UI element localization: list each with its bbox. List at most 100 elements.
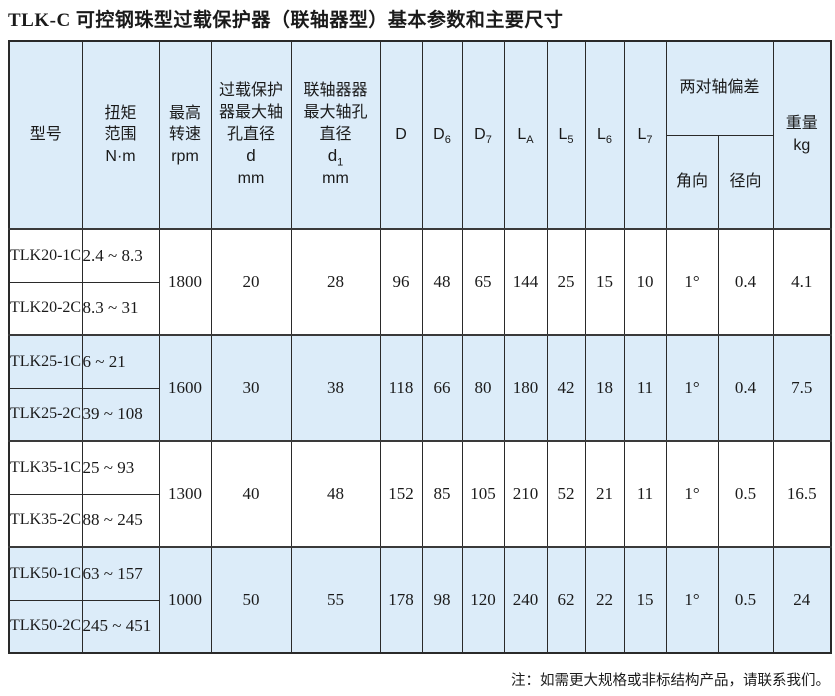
cell-D6: 98 [421, 546, 463, 654]
cell-D7: 105 [461, 440, 505, 548]
cell-model: TLK25-2C [8, 387, 83, 442]
cell-speed: 1600 [158, 334, 212, 442]
cell-d: 40 [210, 440, 292, 548]
col-header-torque: 扭矩 范围 N·m [81, 40, 160, 230]
cell-torque: 2.4 ~ 8.3 [81, 228, 160, 283]
col-header-speed: 最高 转速 rpm [158, 40, 212, 230]
col-header-L5: L5 [546, 40, 586, 230]
cell-torque: 39 ~ 108 [81, 387, 160, 442]
cell-angular: 1° [665, 546, 719, 654]
footer-note: 注：如需更大规格或非标结构产品，请联系我们。 [511, 673, 830, 689]
cell-torque: 63 ~ 157 [81, 546, 160, 601]
col-header-D6: D6 [421, 40, 463, 230]
cell-L6: 15 [584, 228, 625, 336]
cell-model: TLK35-2C [8, 493, 83, 548]
table-row: TLK35-1C 25 ~ 93 1300 40 48 152 85 105 2… [8, 440, 832, 548]
cell-L6: 18 [584, 334, 625, 442]
protector-bore-text: 过载保护 器最大轴 孔直径 [218, 82, 283, 143]
cell-D: 96 [379, 228, 423, 336]
cell-L6: 22 [584, 546, 625, 654]
cell-radial: 0.5 [717, 440, 774, 548]
cell-LA: 180 [503, 334, 548, 442]
cell-weight: 4.1 [772, 228, 832, 336]
spec-table: 型号 扭矩 范围 N·m 最高 转速 rpm 过载保护 器最大轴 孔直径 d m… [8, 40, 833, 654]
protector-bore-unit: mm [237, 170, 265, 188]
cell-L5: 52 [546, 440, 586, 548]
coupling-bore-unit: mm [322, 170, 349, 188]
cell-weight: 7.5 [772, 334, 832, 442]
cell-LA: 240 [503, 546, 548, 654]
cell-model: TLK50-2C [8, 599, 83, 654]
table-row: TLK50-1C 63 ~ 157 1000 50 55 178 98 120 … [8, 546, 832, 654]
table-row: TLK25-2C 39 ~ 108 [8, 387, 831, 442]
cell-torque: 245 ~ 451 [81, 599, 160, 654]
cell-L5: 42 [546, 334, 586, 442]
protector-bore-symbol: d [246, 146, 256, 166]
cell-model: TLK35-1C [8, 440, 83, 495]
cell-model: TLK20-2C [8, 281, 83, 336]
cell-torque: 6 ~ 21 [81, 334, 160, 389]
coupling-bore-text: 联轴器器 最大轴孔 直径 [303, 82, 368, 143]
table-row: TLK20-1C 2.4 ~ 8.3 1800 20 28 96 48 65 1… [8, 228, 832, 336]
cell-L5: 25 [546, 228, 586, 336]
col-header-D: D [379, 40, 423, 230]
cell-speed: 1300 [158, 440, 212, 548]
cell-D7: 65 [461, 228, 505, 336]
col-header-LA: LA [503, 40, 548, 230]
col-header-deviation: 两对轴偏差 [665, 40, 774, 136]
cell-weight: 16.5 [772, 440, 832, 548]
cell-d1: 48 [290, 440, 381, 548]
cell-L7: 11 [623, 440, 667, 548]
col-header-L6: L6 [584, 40, 625, 230]
cell-L7: 11 [623, 334, 667, 442]
cell-model: TLK50-1C [8, 546, 83, 601]
cell-D6: 48 [421, 228, 463, 336]
cell-angular: 1° [665, 334, 719, 442]
table-row: TLK25-1C 6 ~ 21 1600 30 38 118 66 80 180… [8, 334, 832, 442]
cell-L5: 62 [546, 546, 586, 654]
cell-speed: 1800 [158, 228, 212, 336]
cell-L6: 21 [584, 440, 625, 548]
cell-model: TLK25-1C [8, 334, 83, 389]
cell-model: TLK20-1C [8, 228, 83, 283]
cell-L7: 10 [623, 228, 667, 336]
cell-D: 178 [379, 546, 423, 654]
cell-D7: 80 [461, 334, 505, 442]
table-row: TLK35-2C 88 ~ 245 [8, 493, 831, 548]
cell-D: 152 [379, 440, 423, 548]
col-header-angular: 角向 [665, 134, 719, 230]
header-row-2: 角向 径向 [9, 134, 831, 230]
col-header-D7: D7 [461, 40, 505, 230]
col-header-protector-bore: 过载保护 器最大轴 孔直径 d mm [210, 40, 292, 230]
table-row: TLK50-2C 245 ~ 451 [8, 599, 831, 654]
cell-radial: 0.5 [717, 546, 774, 654]
cell-torque: 88 ~ 245 [81, 493, 160, 548]
cell-D: 118 [379, 334, 423, 442]
cell-d: 50 [210, 546, 292, 654]
cell-d1: 55 [290, 546, 381, 654]
cell-speed: 1000 [158, 546, 212, 654]
cell-weight: 24 [772, 546, 832, 654]
table-row: TLK20-2C 8.3 ~ 31 [8, 281, 831, 336]
cell-d1: 28 [290, 228, 381, 336]
cell-LA: 144 [503, 228, 548, 336]
cell-D6: 85 [421, 440, 463, 548]
cell-torque: 25 ~ 93 [81, 440, 160, 495]
header-row-1: 型号 扭矩 范围 N·m 最高 转速 rpm 过载保护 器最大轴 孔直径 d m… [8, 40, 832, 230]
cell-d1: 38 [290, 334, 381, 442]
col-header-coupling-bore: 联轴器器 最大轴孔 直径 d1 mm [290, 40, 381, 230]
cell-angular: 1° [665, 228, 719, 336]
page-title: TLK-C 可控钢珠型过载保护器（联轴器型）基本参数和主要尺寸 [8, 10, 564, 31]
cell-D7: 120 [461, 546, 505, 654]
cell-LA: 210 [503, 440, 548, 548]
col-header-radial: 径向 [717, 134, 774, 230]
cell-d: 30 [210, 334, 292, 442]
col-header-weight: 重量 kg [772, 40, 832, 230]
cell-D6: 66 [421, 334, 463, 442]
cell-angular: 1° [665, 440, 719, 548]
coupling-bore-symbol: d1 [327, 146, 344, 169]
cell-d: 20 [210, 228, 292, 336]
cell-radial: 0.4 [717, 228, 774, 336]
col-header-model: 型号 [8, 40, 83, 230]
cell-torque: 8.3 ~ 31 [81, 281, 160, 336]
